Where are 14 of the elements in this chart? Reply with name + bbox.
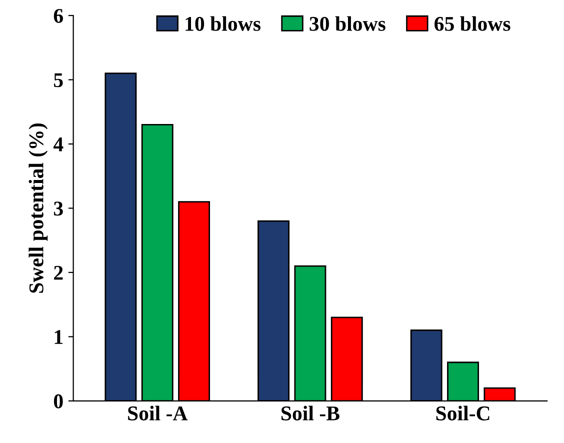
legend-label: 65 blows (434, 16, 510, 31)
y-tick-label: 3 (54, 202, 63, 216)
y-tick-label: 5 (54, 73, 63, 88)
x-tick-label: Soil -B (282, 406, 340, 420)
x-tick-label: Soil -A (128, 406, 188, 420)
y-tick-label: 2 (54, 266, 63, 280)
y-tick-label: 6 (54, 8, 63, 23)
legend-label: 30 blows (310, 16, 386, 31)
x-tick-label: Soil-C (436, 406, 490, 420)
y-tick-label: 1 (54, 330, 63, 344)
legend-label: 10 blows (186, 16, 261, 31)
y-tick-label: 0 (54, 394, 63, 408)
y-tick-label: 4 (53, 137, 64, 152)
y-axis-title: Swell potential (%) (28, 123, 48, 293)
